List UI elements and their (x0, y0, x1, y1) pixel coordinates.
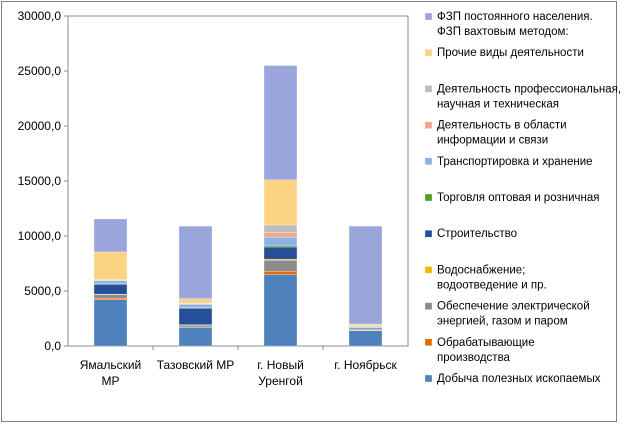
bar-segment (263, 274, 298, 347)
legend-label: Строительство (437, 228, 517, 240)
y-tick-label: 5000,0 (24, 284, 61, 298)
legend-label: энергией, газом и паром (437, 316, 568, 328)
bar-segment (178, 325, 213, 328)
bar-segment (263, 224, 298, 233)
legend: ФЗП постоянного населения. ФЗП вахтовым м… (424, 11, 621, 385)
legend-key (424, 338, 433, 346)
y-tick-label: 10000,0 (18, 229, 62, 243)
bar-segment (178, 298, 213, 304)
x-tick-label: МР (102, 374, 120, 388)
legend-label: Деятельность в области (437, 120, 567, 132)
bar-segment (263, 179, 298, 226)
legend-label: Добыча полезных ископаемых (437, 373, 601, 385)
x-tick-label: Тазовский МР (157, 358, 235, 372)
bar-segment (93, 299, 128, 347)
legend-key (424, 12, 433, 21)
bar-segment (348, 225, 383, 325)
legend-key (424, 302, 433, 310)
legend-label: ФЗП вахтовым методом: (437, 26, 569, 38)
bar-segment (178, 327, 213, 347)
x-tick-label: г. Новый (257, 358, 304, 372)
legend-label: водоотведение и пр. (437, 279, 547, 291)
y-tick-label: 20000,0 (18, 119, 62, 133)
legend-label: ФЗП постоянного населения. (437, 11, 593, 23)
bar-segment (348, 323, 383, 326)
bar-segment (93, 218, 128, 253)
bar-segment (263, 260, 298, 272)
bar-segment (178, 304, 213, 308)
bar-segment (348, 330, 383, 347)
legend-label: информации и связи (437, 135, 548, 147)
legend-label: Транспортировка и хранение (437, 156, 593, 168)
bar-segment (178, 225, 213, 299)
legend-key (424, 193, 433, 202)
x-tick-label: Уренгой (258, 374, 303, 388)
legend-label: Торговля оптовая и розничная (437, 192, 599, 204)
bar-segment (263, 245, 298, 248)
bar-segment (93, 284, 128, 295)
x-axis: Ямальский МР Тазовский МР г. Новый Уренгой г.… (80, 346, 397, 388)
bar-segment (93, 294, 128, 299)
legend-key (424, 121, 433, 129)
bar-segment (178, 308, 213, 325)
x-tick-label: г. Ноябрьск (334, 358, 397, 372)
legend-key (424, 157, 433, 165)
bar-segment (263, 246, 298, 260)
bar-segment (263, 232, 298, 238)
legend-label: научная и техническая (437, 98, 559, 110)
bar-segment (93, 280, 128, 284)
legend-label: Деятельность профессиональная, (437, 83, 621, 95)
legend-label: Обрабатывающие (437, 337, 535, 349)
legend-label: производства (437, 352, 511, 364)
x-tick-label: Ямальский (80, 358, 142, 372)
legend-key (424, 230, 433, 238)
bars (93, 65, 383, 347)
y-tick-label: 0,0 (44, 339, 61, 353)
bar-segment (263, 271, 298, 275)
y-tick-label: 30000,0 (18, 9, 62, 23)
y-tick-label: 15000,0 (18, 174, 62, 188)
y-axis: 0,0 5000,0 10000,0 15000,0 20000,0 25000,0 300… (18, 9, 68, 353)
bar-segment (263, 258, 298, 261)
bar-segment (93, 297, 128, 300)
legend-key (424, 85, 433, 93)
legend-key (424, 374, 433, 383)
bar-segment (263, 65, 298, 181)
bar-segment (263, 236, 298, 247)
legend-label: Прочие виды деятельности (437, 47, 584, 59)
y-tick-label: 25000,0 (18, 64, 62, 78)
legend-label: Водоснабжение; (437, 264, 525, 276)
legend-key (424, 266, 433, 274)
legend-label: Обеспечение электрической (437, 301, 590, 313)
legend-key (424, 49, 433, 57)
bar-segment (93, 251, 128, 280)
